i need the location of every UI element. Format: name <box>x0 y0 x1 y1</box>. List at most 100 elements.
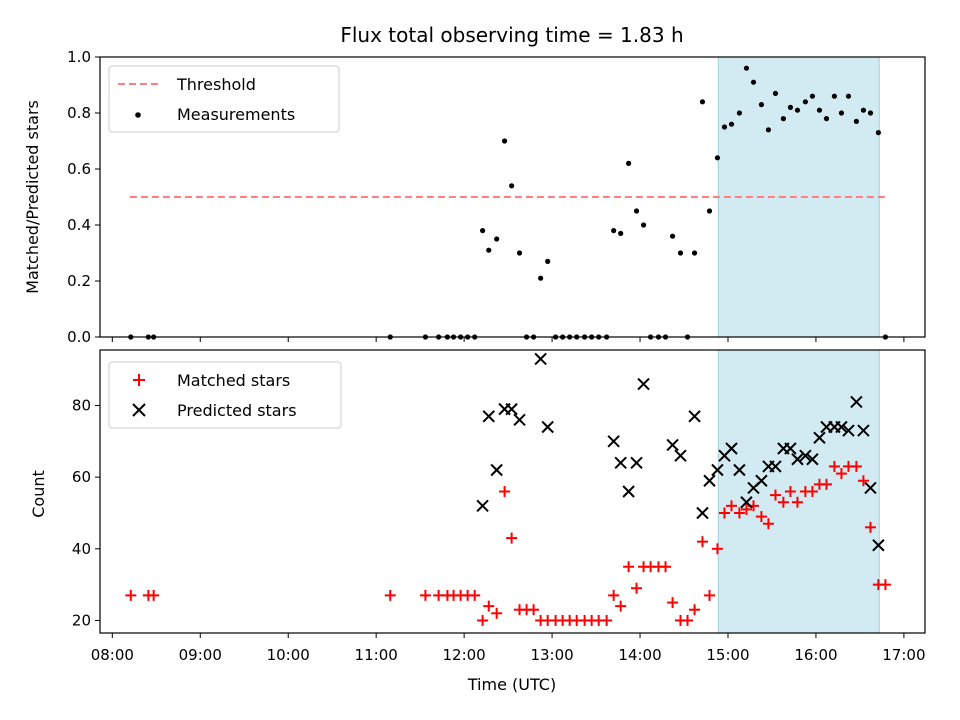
measurement-point <box>787 104 794 110</box>
measurement-point <box>802 99 808 105</box>
measurement-point <box>691 250 698 256</box>
x-axis-label: Time (UTC) <box>467 675 556 694</box>
matched-star-point <box>755 511 767 523</box>
measurement-point <box>860 107 867 113</box>
bot-y-tick-label: 40 <box>72 540 91 558</box>
measurement-point <box>669 233 676 239</box>
top-legend: Threshold Measurements <box>108 65 340 133</box>
x-tick-label: 17:00 <box>882 646 925 664</box>
measurement-point <box>706 208 713 214</box>
measurement-point <box>486 247 492 253</box>
measurement-point <box>714 155 721 161</box>
predicted-star-point <box>674 449 687 462</box>
measurement-point <box>545 258 551 264</box>
measurement-point <box>677 250 684 256</box>
predicted-star-point <box>476 499 489 513</box>
measurement-point <box>845 93 852 99</box>
bot-shaded-interval <box>717 349 880 634</box>
x-tick-label: 15:00 <box>706 646 749 664</box>
matched-star-point <box>857 475 869 487</box>
x-tick-label: 14:00 <box>618 646 661 664</box>
top-panel-frame <box>99 56 926 338</box>
x-tick-label: 12:00 <box>443 646 486 664</box>
top-y-tick-label: 0.6 <box>67 160 91 178</box>
measurement-point <box>516 250 523 256</box>
matched-star-point <box>864 521 876 533</box>
measurement-point <box>509 183 515 189</box>
measurement-point <box>501 138 508 144</box>
predicted-star-point <box>725 442 738 455</box>
top-legend-box <box>108 65 340 133</box>
measurement-point <box>618 230 624 236</box>
x-tick-label: 13:00 <box>530 646 573 664</box>
predicted-star-point <box>842 424 855 437</box>
measurement-point <box>831 93 838 99</box>
predicted-star-point <box>850 395 863 409</box>
bot-y-tick-label: 60 <box>72 468 91 486</box>
predicted-star-point <box>637 377 650 391</box>
predicted-star-point <box>813 431 826 444</box>
x-tick-label: 16:00 <box>794 646 837 664</box>
legend-matched-label: Matched stars <box>177 371 290 390</box>
measurement-point <box>853 118 859 124</box>
matched-star-point <box>384 589 396 601</box>
top-y-axis-label: Matched/Predicted stars <box>23 100 42 294</box>
measurement-point <box>875 130 881 136</box>
matched-star-point <box>528 604 540 616</box>
matched-star-point <box>784 486 796 497</box>
top-y-tick-label: 0.8 <box>67 104 91 122</box>
predicted-star-point <box>806 453 819 466</box>
matched-star-point <box>623 561 635 573</box>
predicted-star-point <box>666 438 679 452</box>
top-y-tick-label: 0.2 <box>67 272 91 290</box>
matched-star-point <box>740 503 752 515</box>
matched-star-point <box>835 468 847 480</box>
matched-star-point <box>828 460 840 472</box>
matched-star-point <box>682 614 694 626</box>
matched-star-point <box>631 582 643 594</box>
matched-star-point <box>733 507 745 519</box>
measurement-point <box>625 160 632 166</box>
matched-star-point <box>718 507 730 519</box>
measurement-point <box>494 236 500 242</box>
matched-star-point <box>506 532 518 544</box>
matched-star-point <box>791 496 803 508</box>
legend-predicted-swatch <box>132 403 146 417</box>
measurement-point <box>699 99 706 105</box>
predicted-star-point <box>505 402 518 416</box>
predicted-star-point <box>541 420 554 434</box>
bottom-panel: 08:00 09:00 10:00 11:00 12:00 13:00 14:00 15:00… <box>29 349 926 664</box>
matched-star-point <box>660 561 672 573</box>
x-tick-label: 10:00 <box>267 646 310 664</box>
matched-star-point <box>696 536 708 548</box>
matched-star-point <box>777 496 789 508</box>
predicted-star-point <box>755 474 768 487</box>
bottom-legend-box <box>108 361 342 429</box>
measurement-point <box>838 110 845 116</box>
predicted-star-point <box>482 410 495 423</box>
matched-star-point <box>806 486 818 497</box>
measurement-point <box>479 228 486 234</box>
matched-star-point <box>125 589 137 601</box>
matched-star-point <box>601 614 613 626</box>
x-tick-label: 11:00 <box>355 646 398 664</box>
matched-star-point <box>608 589 620 601</box>
predicted-star-point <box>688 410 701 423</box>
predicted-star-point <box>513 413 526 427</box>
measurement-point <box>867 110 874 116</box>
predicted-star-point <box>630 456 643 470</box>
predicted-star-point <box>791 453 804 466</box>
chart-title: Flux total observing time = 1.83 h <box>340 23 683 47</box>
measurement-point <box>538 275 544 281</box>
legend-measurements-swatch <box>135 112 141 118</box>
bottom-panel-frame <box>99 349 926 634</box>
measurement-point <box>743 65 750 71</box>
matched-star-point <box>704 589 716 601</box>
predicted-star-point <box>622 485 635 498</box>
predicted-star-point <box>769 460 782 473</box>
measurement-point <box>780 116 786 122</box>
bottom-y-axis-label: Count <box>29 470 48 518</box>
predicted-star-point <box>799 449 812 462</box>
legend-predicted-label: Predicted stars <box>177 401 297 420</box>
